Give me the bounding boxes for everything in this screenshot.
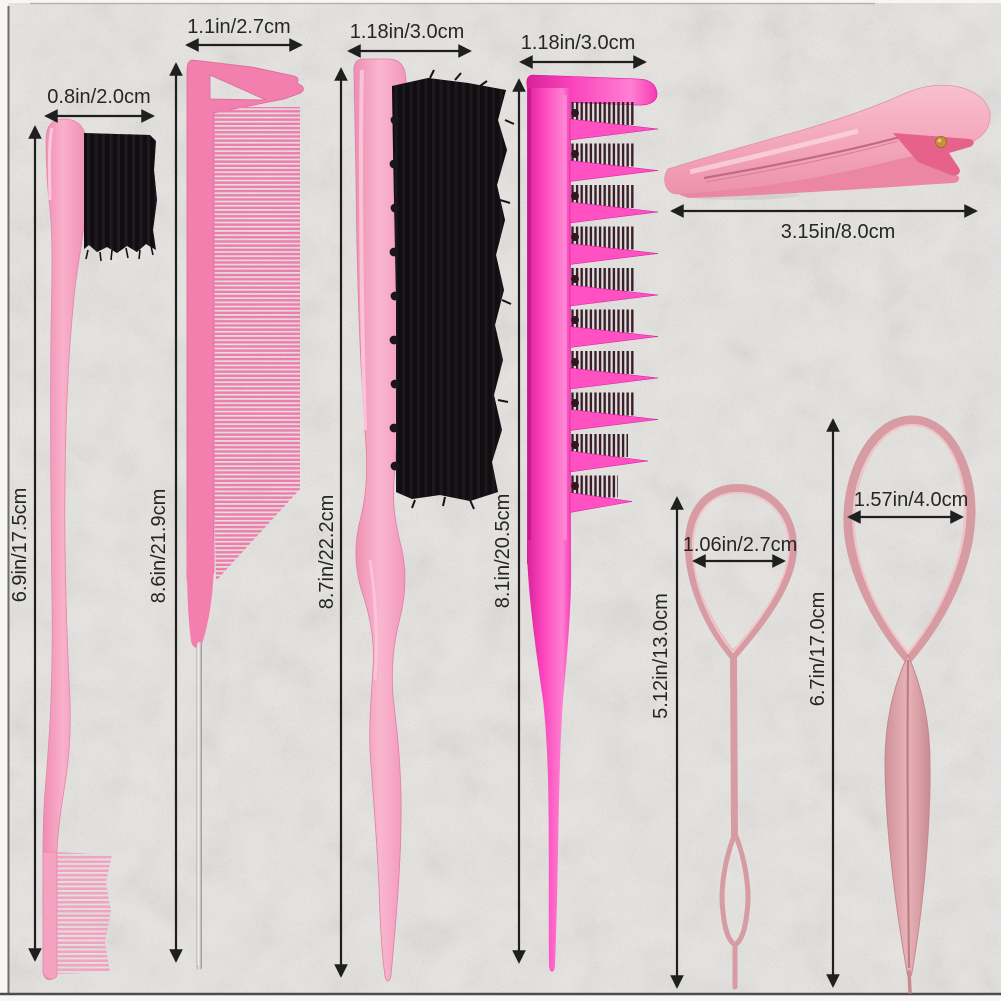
- dimension-annotations: [28, 38, 978, 989]
- small-hair-loop: [684, 483, 798, 990]
- width-label-large-loop: 1.57in/4.0cm: [854, 489, 969, 511]
- duckbill-clip-slit: [703, 135, 901, 180]
- height-label-large-loop: 6.7in/17.0cm: [807, 592, 829, 707]
- duckbill-clip: [664, 84, 991, 200]
- teasing-brush-bristles: [389, 69, 515, 510]
- rat-tail-comb: [186, 59, 304, 970]
- width-label-small-loop: 1.06in/2.7cm: [683, 534, 798, 556]
- width-label-teasing-brush: 1.18in/3.0cm: [350, 21, 465, 43]
- dimension-labels: 0.8in/2.0cm 1.1in/2.7cm 1.18in/3.0cm 1.1…: [9, 16, 968, 719]
- height-label-rat-tail-comb: 8.6in/21.9cm: [148, 489, 170, 604]
- rat-tail-comb-metal-pin: [196, 642, 202, 970]
- height-label-triple-comb: 8.1in/20.5cm: [492, 494, 514, 609]
- large-hair-loop: [843, 415, 976, 994]
- rat-tail-comb-teeth-taper: [214, 489, 300, 581]
- height-label-small-loop: 5.12in/13.0cm: [650, 593, 672, 719]
- triple-comb-tail: [527, 540, 572, 972]
- small-loop-needle-eye: [719, 835, 737, 948]
- small-loop-teardrop: [684, 483, 798, 663]
- height-label-teasing-brush: 8.7in/22.2cm: [316, 495, 338, 610]
- triple-teasing-comb: [526, 74, 659, 972]
- large-loop-teardrop: [843, 415, 976, 666]
- triple-comb-teeth-rows: [569, 102, 659, 513]
- rat-tail-comb-tail: [187, 540, 214, 648]
- edge-brush: [42, 118, 157, 981]
- duckbill-clip-gold-pin: [934, 135, 948, 149]
- edge-brush-bristles: [84, 133, 157, 262]
- teasing-brush: [353, 58, 515, 982]
- edge-brush-comb-end: [42, 851, 112, 980]
- width-label-edge-brush: 0.8in/2.0cm: [47, 86, 150, 108]
- small-loop-stem: [730, 654, 738, 839]
- rat-tail-comb-teeth: [214, 107, 300, 489]
- height-label-edge-brush: 6.9in/17.5cm: [9, 488, 31, 603]
- width-label-rat-tail-comb: 1.1in/2.7cm: [187, 16, 290, 38]
- length-label-duckbill-clip: 3.15in/8.0cm: [781, 221, 896, 243]
- duckbill-clip-spring-jaw: [893, 133, 974, 176]
- width-label-triple-comb: 1.18in/3.0cm: [521, 32, 636, 54]
